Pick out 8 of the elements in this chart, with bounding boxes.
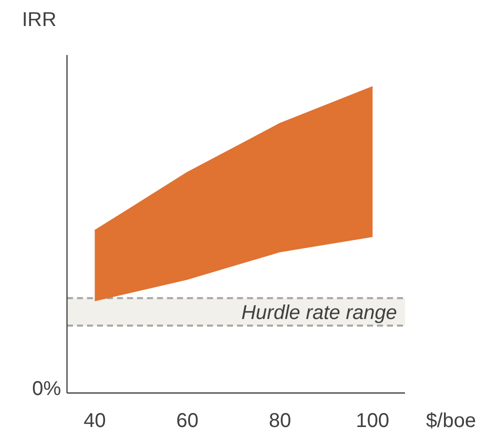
x-tick-label: 80 bbox=[268, 410, 292, 432]
x-tick-label: 60 bbox=[176, 410, 199, 432]
x-tick-label: 40 bbox=[84, 410, 106, 432]
x-tick-label: 100 bbox=[356, 410, 390, 432]
text: 0% bbox=[32, 378, 62, 400]
band-label: Hurdle rate range bbox=[241, 302, 397, 324]
y-axis-title: IRR bbox=[22, 9, 56, 31]
x-axis-title: $/boe bbox=[426, 410, 476, 432]
